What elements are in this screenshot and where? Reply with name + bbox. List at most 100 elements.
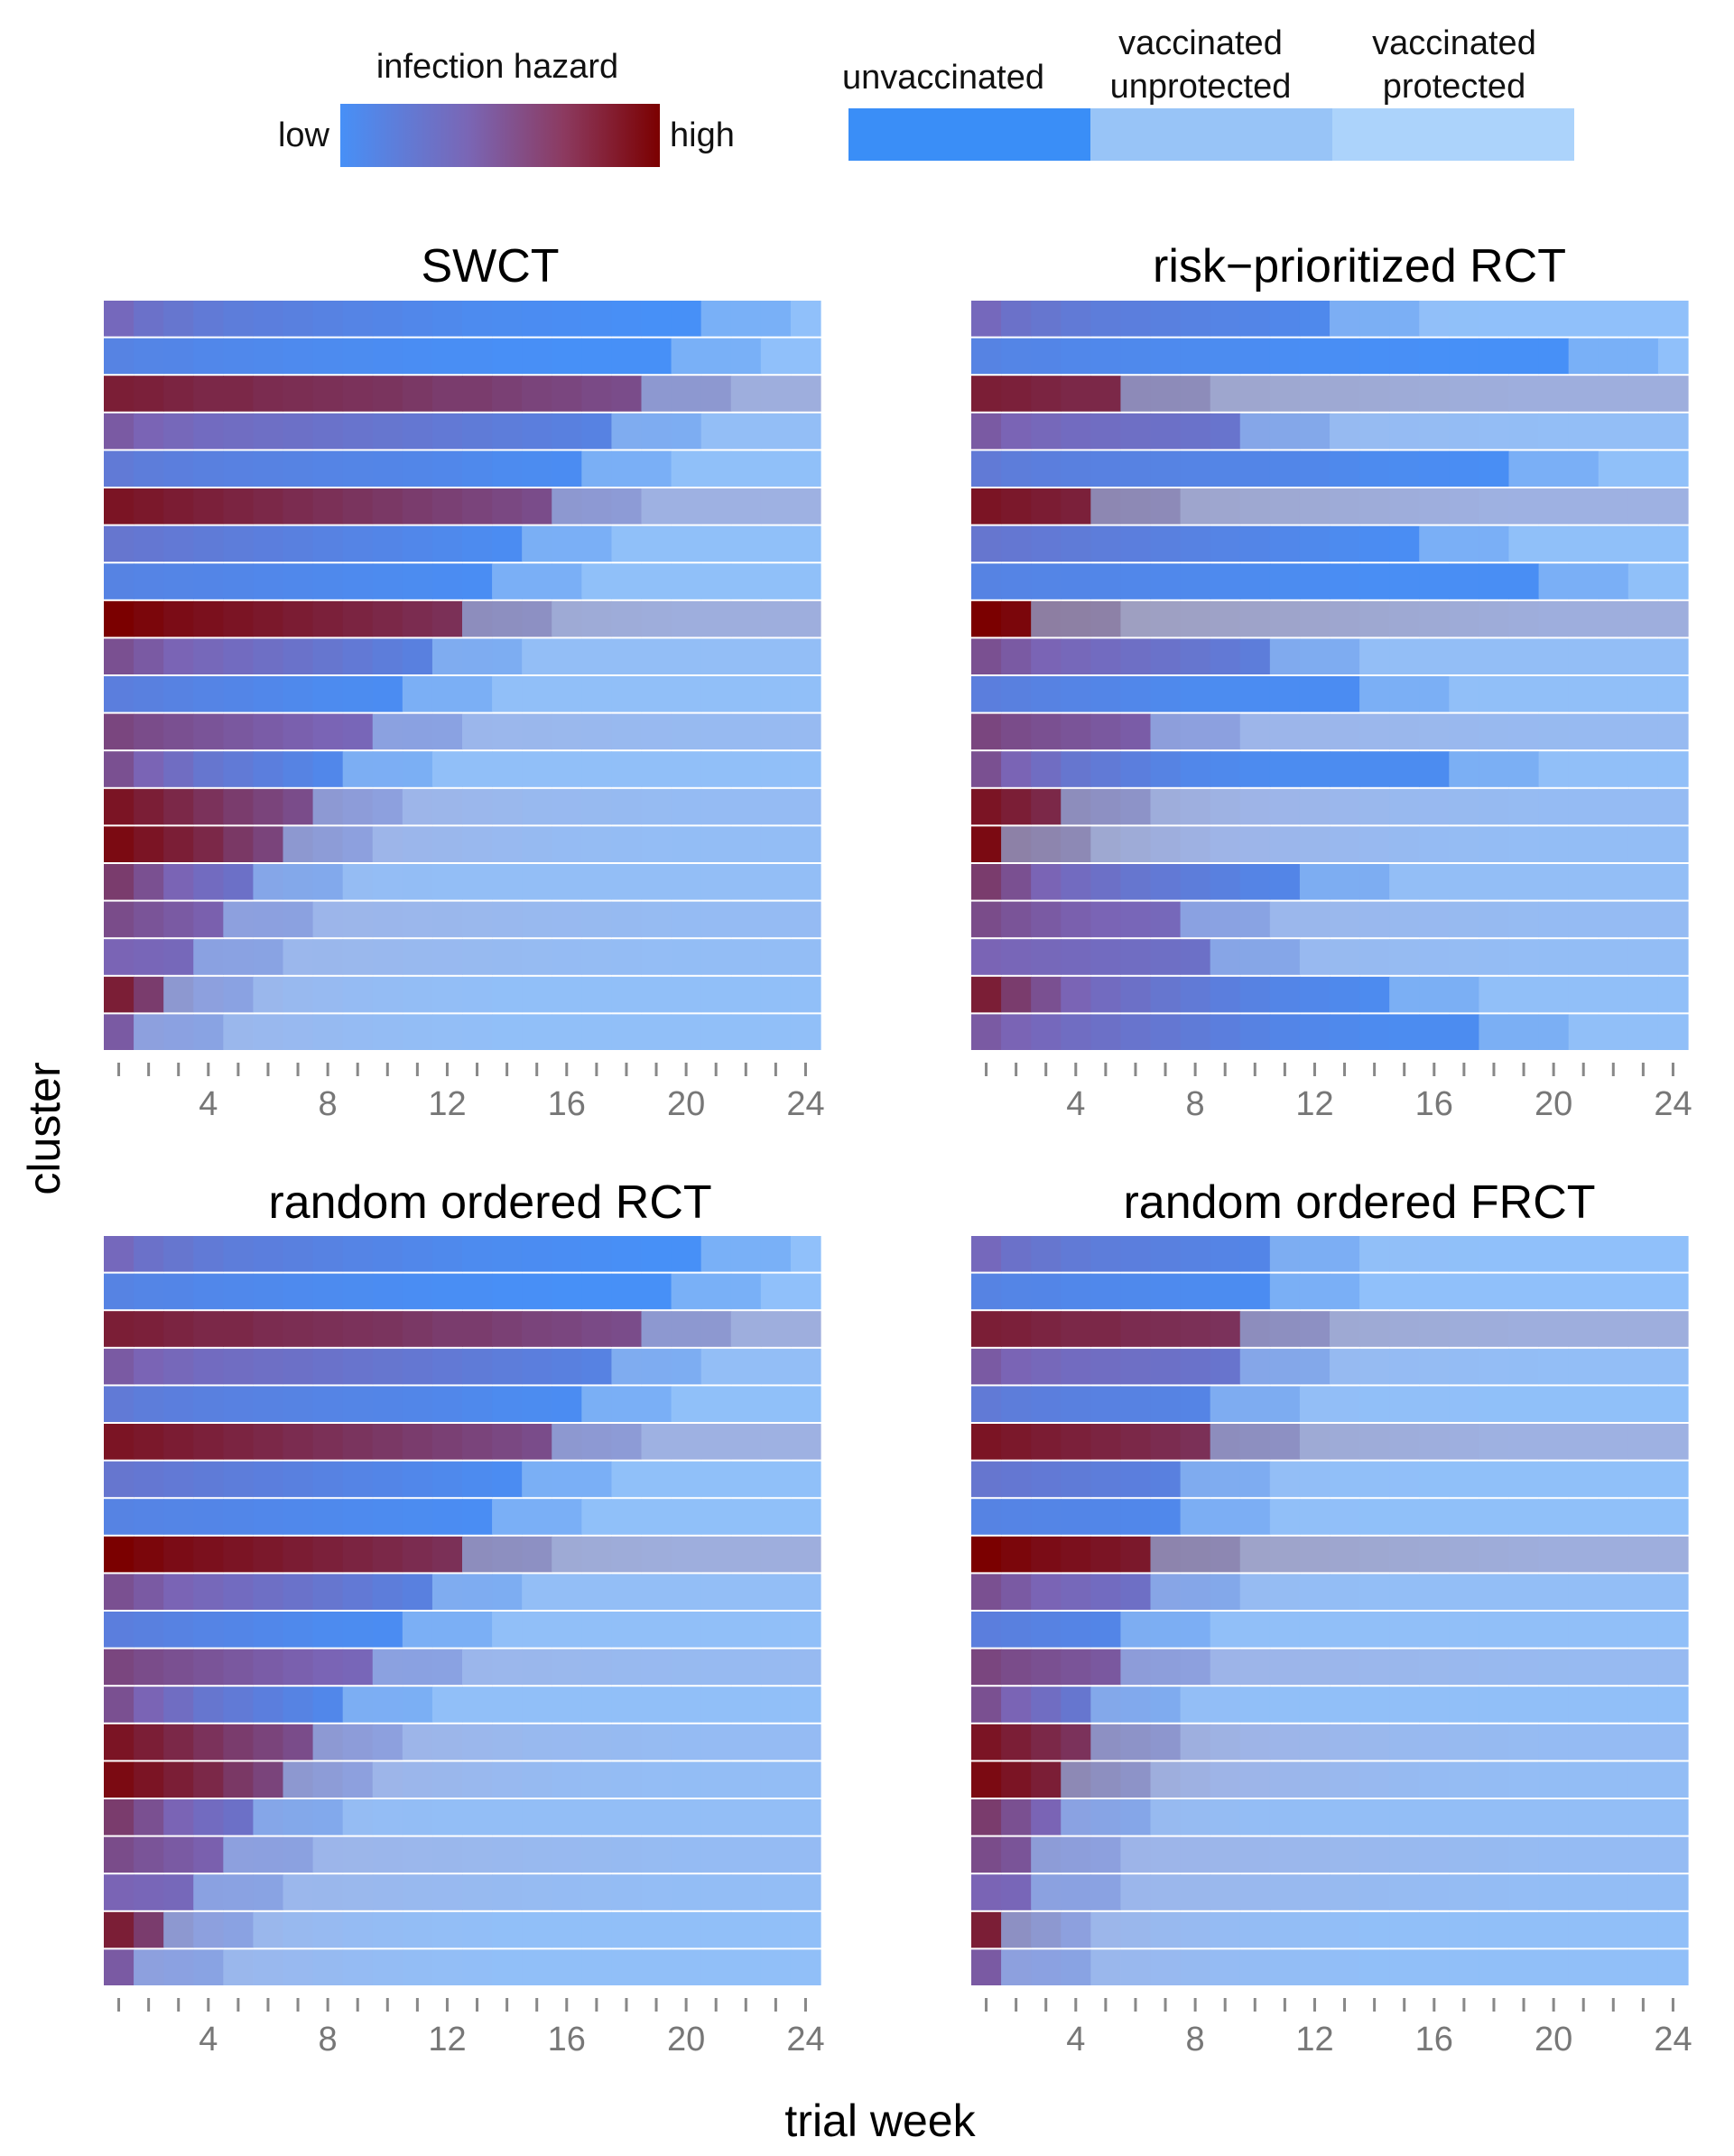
heat-cell bbox=[193, 1836, 224, 1873]
heat-cell bbox=[730, 1799, 762, 1835]
heat-cell bbox=[1061, 338, 1091, 375]
heat-cell bbox=[223, 1348, 255, 1385]
heat-cell bbox=[1389, 713, 1420, 750]
heat-cell bbox=[372, 488, 403, 525]
heat-cell bbox=[1538, 638, 1570, 674]
heat-cell bbox=[1538, 676, 1570, 712]
heat-cell bbox=[700, 788, 732, 825]
heat-cell bbox=[402, 1574, 433, 1610]
heat-cell bbox=[431, 1911, 463, 1948]
heat-cell bbox=[581, 788, 613, 825]
heat-cell bbox=[1001, 1348, 1032, 1385]
heat-cell bbox=[342, 901, 374, 938]
heat-cell bbox=[1180, 1874, 1211, 1910]
heat-cell bbox=[402, 1236, 433, 1272]
heat-cell bbox=[1568, 1574, 1600, 1610]
heat-cell bbox=[193, 1273, 224, 1310]
heat-cell bbox=[522, 1687, 552, 1723]
heat-cell bbox=[1180, 1348, 1211, 1385]
heat-cell bbox=[104, 976, 134, 1013]
heat-cell bbox=[971, 1612, 1002, 1648]
heat-cell bbox=[312, 676, 344, 712]
heat-cell bbox=[193, 1649, 224, 1686]
heat-cell bbox=[1359, 451, 1390, 487]
cluster-row bbox=[104, 1612, 821, 1648]
heat-cell bbox=[372, 1799, 403, 1835]
heat-cell bbox=[312, 525, 344, 562]
heat-cell bbox=[641, 525, 672, 562]
heat-cell bbox=[730, 751, 762, 787]
heat-cell bbox=[1627, 1911, 1659, 1948]
heat-cell bbox=[1299, 1461, 1331, 1498]
heat-cell bbox=[1150, 864, 1182, 900]
heat-cell bbox=[283, 525, 314, 562]
heat-cell bbox=[1120, 638, 1152, 674]
heat-cell bbox=[1269, 563, 1301, 599]
heat-cell bbox=[1180, 600, 1211, 637]
heat-cell bbox=[1508, 1461, 1540, 1498]
heat-cell bbox=[253, 600, 284, 637]
x-tick-label: 24 bbox=[1654, 2021, 1692, 2058]
heat-cell bbox=[552, 1724, 582, 1761]
x-tick-label: 12 bbox=[428, 2021, 466, 2058]
heat-cell bbox=[223, 939, 255, 975]
heat-cell bbox=[134, 1499, 164, 1535]
heat-cell bbox=[462, 1949, 493, 1985]
heat-cell bbox=[971, 1761, 1002, 1798]
heat-cell bbox=[1031, 1874, 1062, 1910]
heat-cell bbox=[1031, 1911, 1062, 1948]
heat-cell bbox=[1449, 1724, 1480, 1761]
heat-cell bbox=[522, 976, 552, 1013]
cluster-row bbox=[971, 1386, 1689, 1422]
x-tick-label: 24 bbox=[786, 1085, 824, 1123]
heat-cell bbox=[223, 1386, 255, 1422]
heat-cell bbox=[342, 713, 374, 750]
heat-cell bbox=[641, 1273, 672, 1310]
heat-cell bbox=[431, 939, 463, 975]
heat-cell bbox=[372, 976, 403, 1013]
heat-cell bbox=[1239, 1236, 1271, 1272]
heat-cell bbox=[730, 338, 762, 375]
heat-cell bbox=[1657, 451, 1689, 487]
heat-cell bbox=[790, 1799, 821, 1835]
heat-cell bbox=[581, 1424, 613, 1460]
heat-cell bbox=[1001, 713, 1032, 750]
heat-cell bbox=[552, 525, 582, 562]
cluster-row bbox=[971, 600, 1689, 637]
heat-cell bbox=[253, 939, 284, 975]
heat-cell bbox=[283, 1574, 314, 1610]
heat-cell bbox=[760, 1386, 792, 1422]
heat-cell bbox=[1389, 1424, 1420, 1460]
heat-cell bbox=[1479, 1014, 1510, 1050]
heat-cell bbox=[1627, 939, 1659, 975]
heat-cell bbox=[1090, 1536, 1122, 1573]
cluster-row bbox=[971, 826, 1689, 862]
heat-cell bbox=[134, 1911, 164, 1948]
heat-cell bbox=[283, 376, 314, 412]
heat-cell bbox=[372, 301, 403, 337]
cluster-row bbox=[104, 676, 821, 712]
heat-cell bbox=[730, 413, 762, 450]
heat-cell bbox=[104, 376, 134, 412]
x-tick-label: 8 bbox=[1186, 1085, 1205, 1123]
heat-cell bbox=[1061, 1874, 1091, 1910]
heat-cell bbox=[671, 676, 702, 712]
heat-cell bbox=[312, 939, 344, 975]
heat-cell bbox=[253, 1536, 284, 1573]
heat-cell bbox=[134, 488, 164, 525]
heat-cell bbox=[611, 901, 643, 938]
heat-cell bbox=[1538, 338, 1570, 375]
heat-cell bbox=[760, 1874, 792, 1910]
panel-title-3: random ordered FRCT bbox=[1123, 1176, 1595, 1229]
heat-cell bbox=[283, 1311, 314, 1347]
heat-cell bbox=[492, 864, 523, 900]
heat-cell bbox=[1090, 939, 1122, 975]
heat-cell bbox=[790, 451, 821, 487]
x-tick-label: 24 bbox=[1654, 1085, 1692, 1123]
heat-cell bbox=[104, 1836, 134, 1873]
heat-cell bbox=[1479, 1348, 1510, 1385]
heat-cell bbox=[522, 751, 552, 787]
heat-cell bbox=[1239, 1574, 1271, 1610]
heat-cell bbox=[971, 1273, 1002, 1310]
heat-cell bbox=[163, 1273, 194, 1310]
